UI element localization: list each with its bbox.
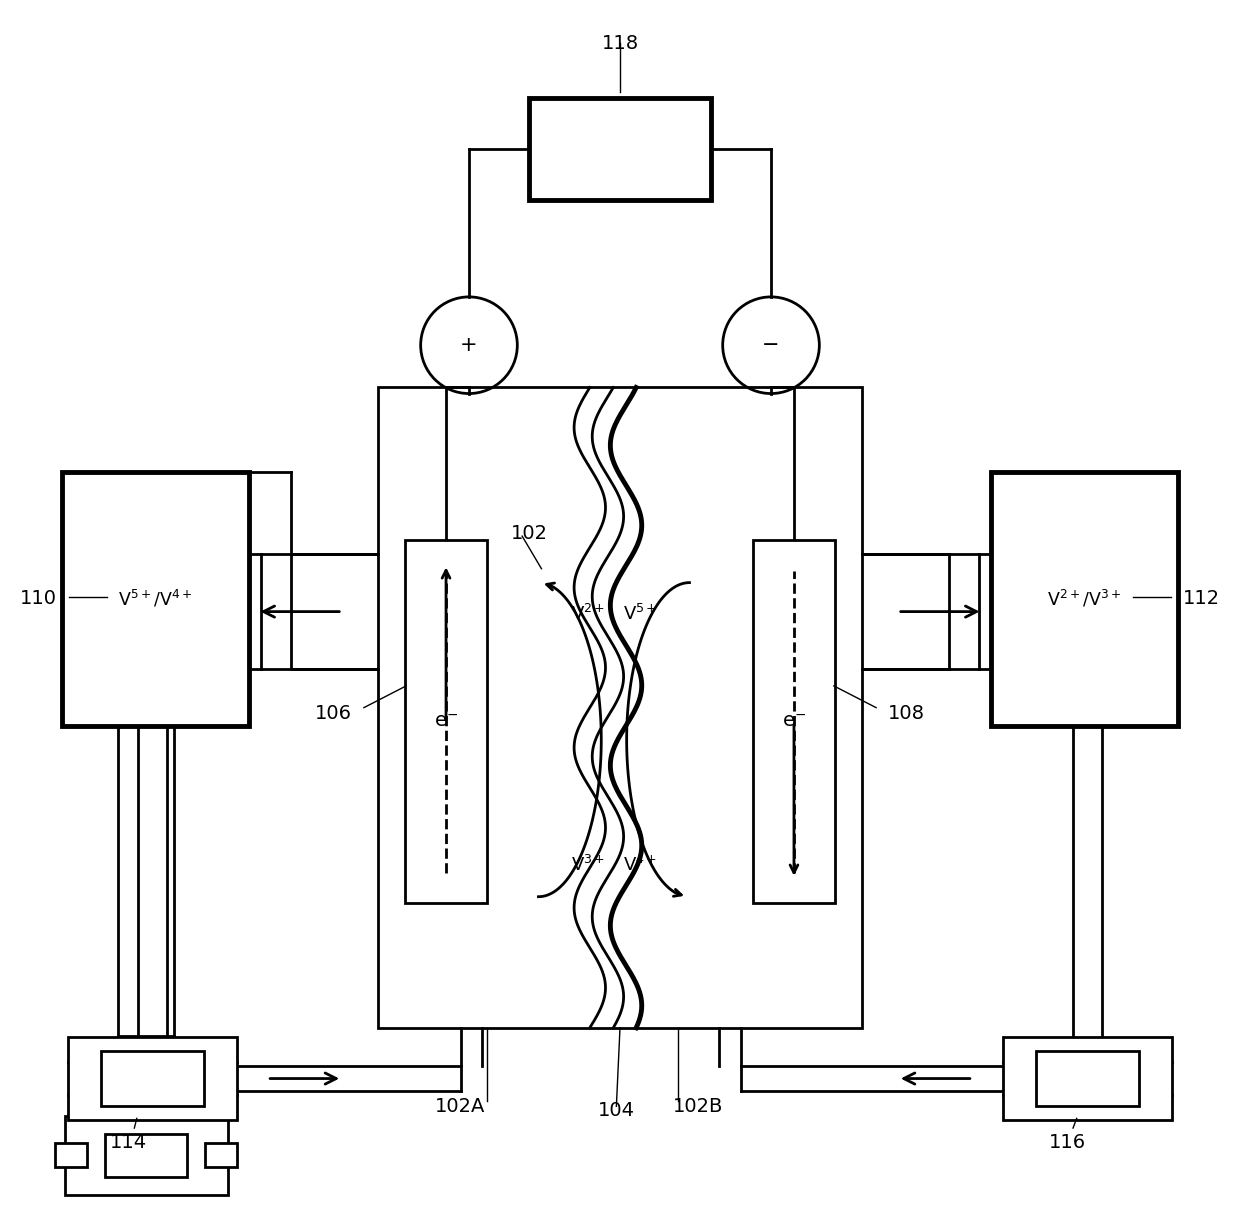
Text: 102A: 102A [435, 1096, 486, 1116]
Text: $\mathrm{V^{2+}/V^{3+}}$: $\mathrm{V^{2+}/V^{3+}}$ [1048, 588, 1122, 610]
Text: $\mathrm{e^{-}}$: $\mathrm{e^{-}}$ [434, 712, 458, 731]
Text: $\mathrm{V^{2+}}$: $\mathrm{V^{2+}}$ [570, 604, 605, 624]
Text: 102B: 102B [673, 1096, 724, 1116]
Text: 114: 114 [109, 1133, 146, 1152]
Bar [68, 1037, 237, 1119]
Bar [102, 1051, 203, 1106]
Text: 116: 116 [1049, 1133, 1085, 1152]
Bar [105, 1134, 187, 1177]
Bar [378, 387, 862, 1028]
Bar [405, 540, 487, 903]
Text: 102: 102 [511, 524, 548, 543]
Text: $\mathrm{e^{-}}$: $\mathrm{e^{-}}$ [782, 712, 806, 731]
Bar [529, 98, 711, 200]
Bar [64, 1116, 228, 1195]
Text: 112: 112 [1183, 589, 1220, 609]
Bar [753, 540, 835, 903]
Text: −: − [763, 335, 780, 356]
Text: $\mathrm{V^{3+}}$: $\mathrm{V^{3+}}$ [570, 855, 605, 875]
Bar [205, 1144, 237, 1167]
Bar [55, 1144, 87, 1167]
Text: 108: 108 [888, 704, 925, 723]
Text: +: + [460, 335, 477, 356]
Text: $\mathrm{V^{5+}}$: $\mathrm{V^{5+}}$ [622, 604, 657, 624]
Bar [991, 472, 1178, 726]
Text: 118: 118 [601, 33, 639, 53]
Bar [1037, 1051, 1138, 1106]
Text: $\mathrm{V^{5+}/V^{4+}}$: $\mathrm{V^{5+}/V^{4+}}$ [118, 588, 192, 610]
Text: 104: 104 [598, 1101, 635, 1121]
Bar [62, 472, 249, 726]
Bar [1003, 1037, 1172, 1119]
Text: 106: 106 [315, 704, 352, 723]
Text: 110: 110 [20, 589, 57, 609]
Text: $\mathrm{V^{4+}}$: $\mathrm{V^{4+}}$ [622, 855, 657, 875]
